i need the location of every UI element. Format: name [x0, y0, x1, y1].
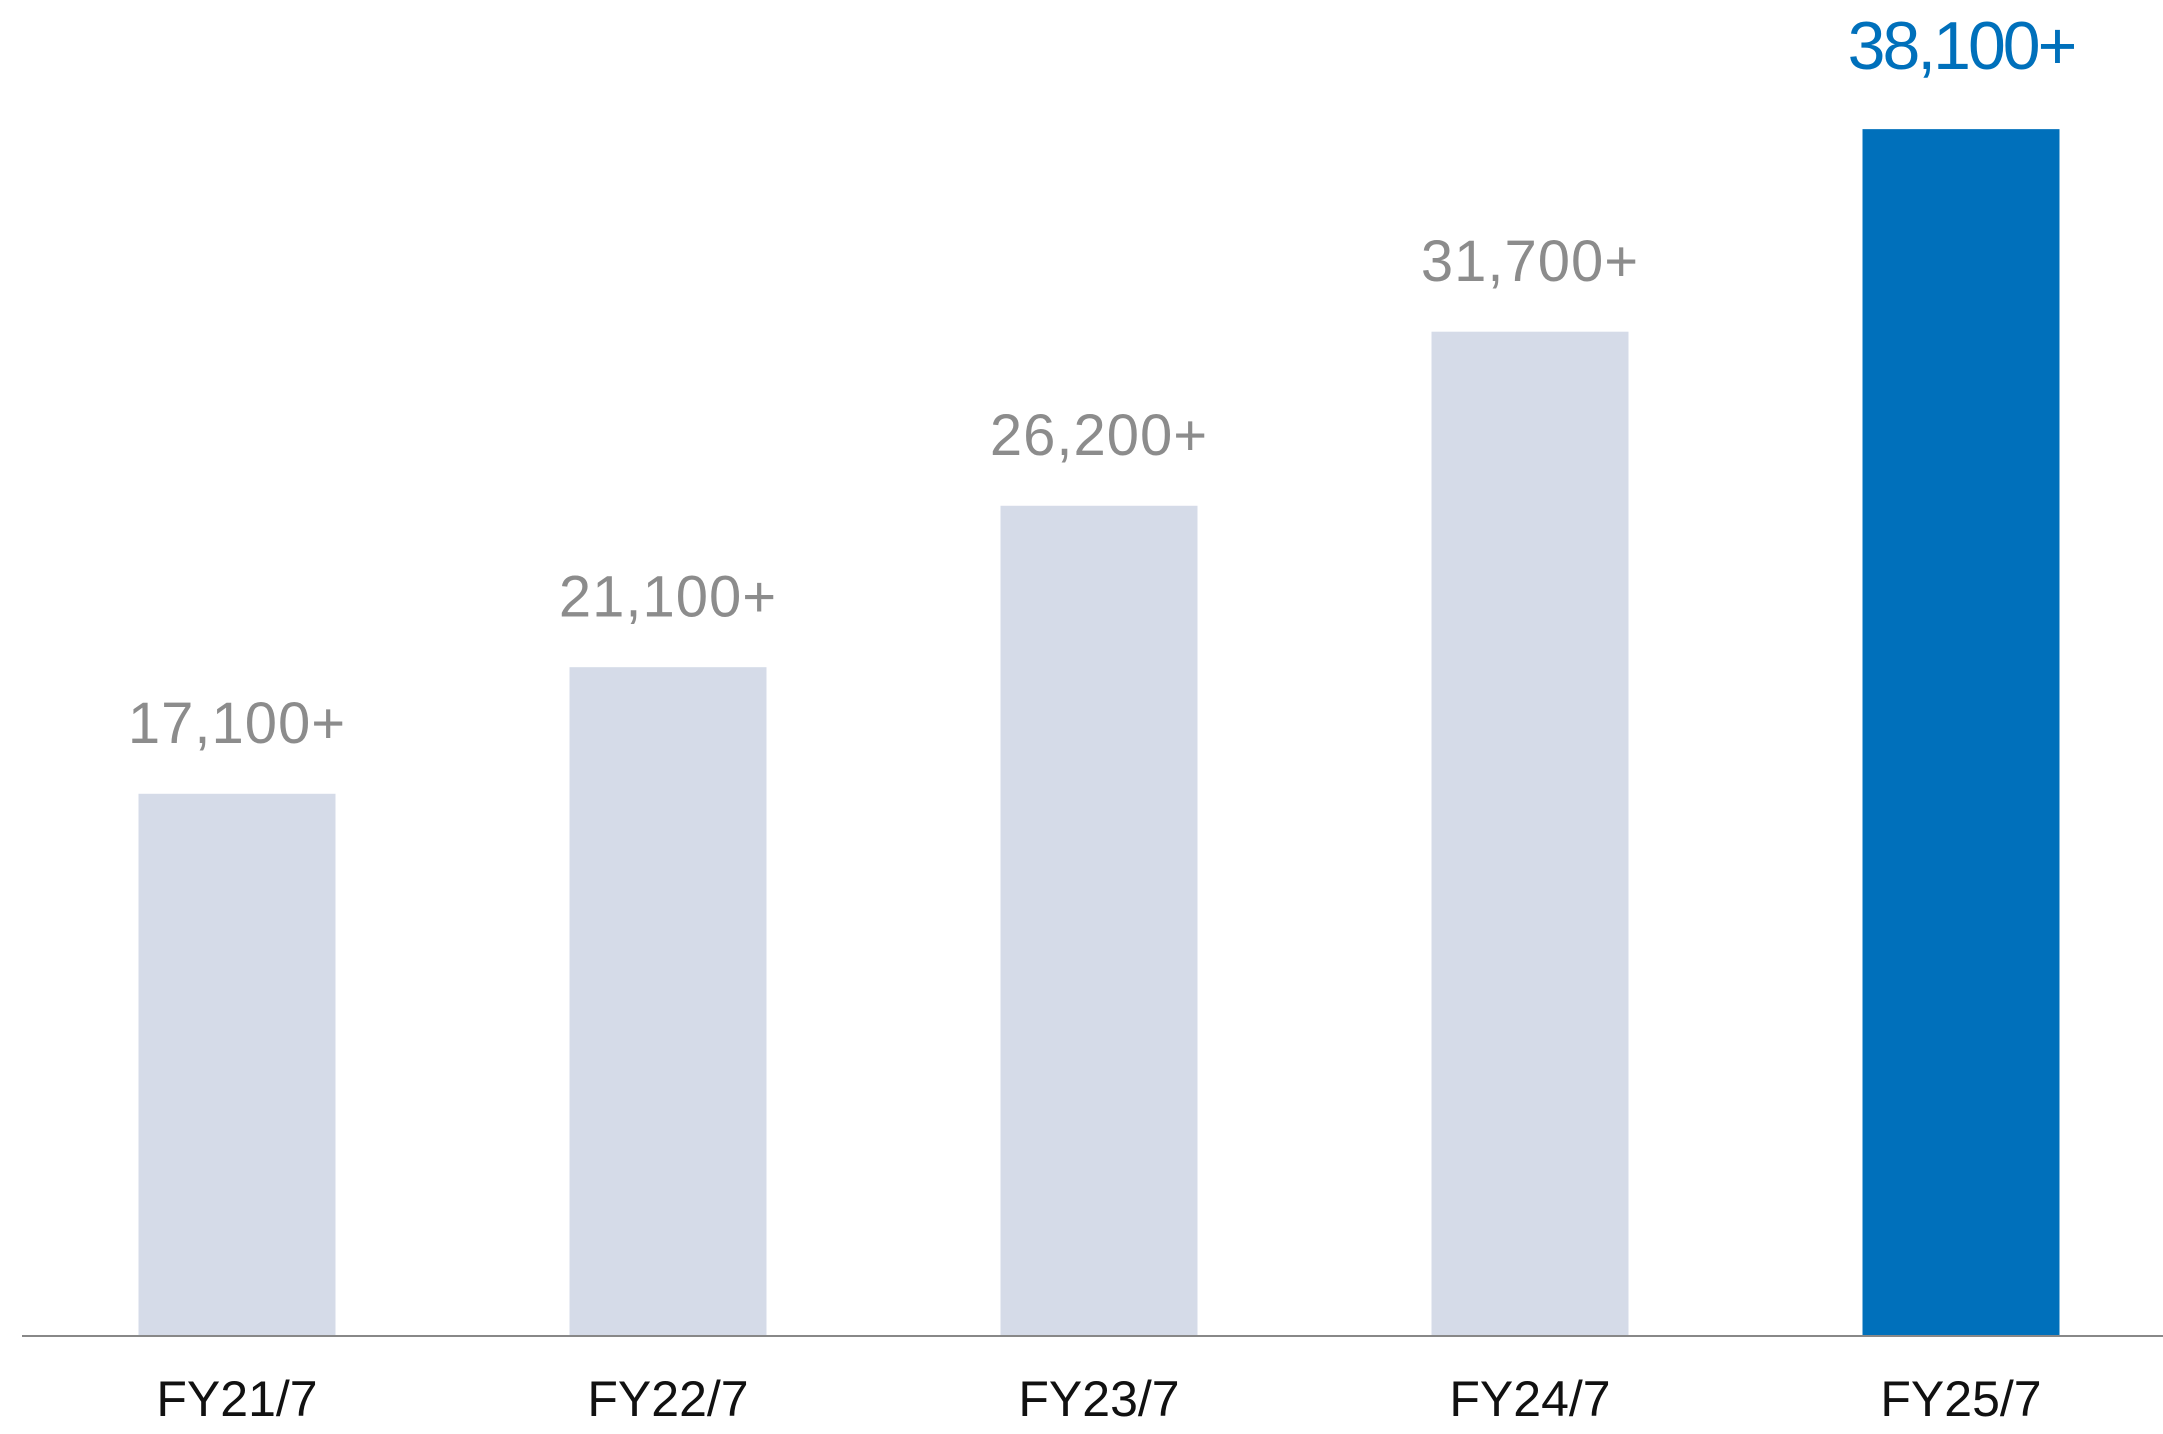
x-tick-label: FY23/7: [1018, 1371, 1179, 1427]
bar: [569, 667, 767, 1335]
value-label: 21,100+: [559, 565, 777, 630]
value-label: 38,100+: [1848, 8, 2075, 84]
x-tick-label: FY22/7: [587, 1371, 748, 1427]
value-label: 31,700+: [1421, 229, 1639, 294]
bar: [138, 793, 336, 1335]
value-label: 26,200+: [990, 403, 1208, 468]
bar: [1431, 331, 1629, 1335]
x-tick-label: FY21/7: [156, 1371, 317, 1427]
bar: [1000, 505, 1198, 1335]
x-tick-label: FY25/7: [1880, 1371, 2041, 1427]
x-tick-label: FY24/7: [1449, 1371, 1610, 1427]
value-label: 17,100+: [128, 691, 346, 756]
bar: [1862, 129, 2060, 1335]
